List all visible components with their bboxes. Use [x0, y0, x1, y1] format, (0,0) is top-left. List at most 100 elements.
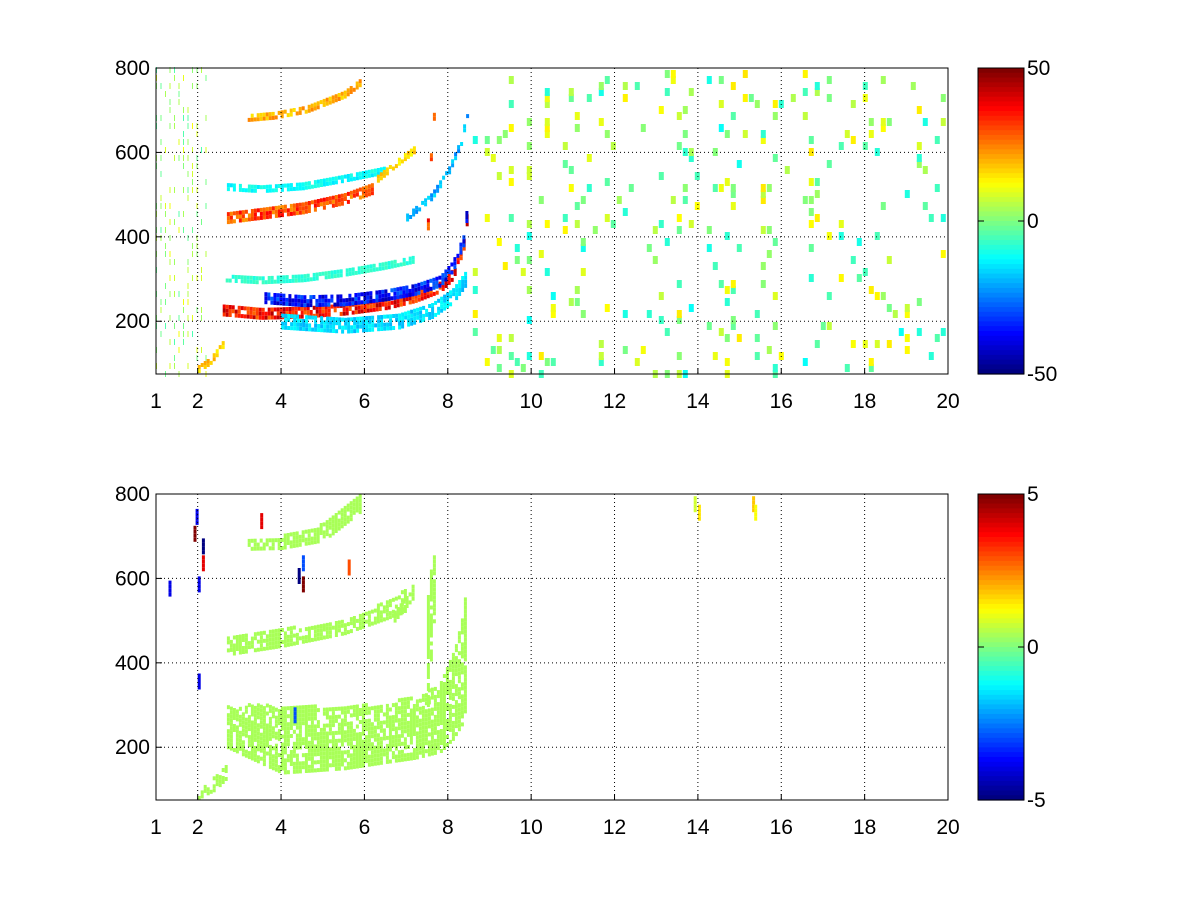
heatmap-cell [200, 794, 204, 799]
heatmap-cell [228, 313, 232, 317]
heatmap-cell [448, 687, 452, 692]
heatmap-cell [301, 717, 305, 722]
heatmap-cell [293, 322, 297, 327]
heatmap-cell [303, 310, 307, 315]
heatmap-cell [209, 360, 213, 365]
heatmap-cell [343, 94, 347, 99]
heatmap-cell [424, 741, 428, 746]
heatmap-cell [201, 555, 205, 560]
heatmap-cell [454, 704, 458, 709]
heatmap-cell [292, 769, 296, 774]
heatmap-cell [169, 99, 171, 105]
heatmap-cell [460, 662, 464, 667]
heatmap-cell [280, 628, 284, 632]
heatmap-cell [389, 314, 393, 319]
heatmap-cell [363, 265, 367, 270]
heatmap-cell [421, 733, 425, 738]
colorbar-swatch [978, 91, 1024, 98]
heatmap-cell [247, 184, 251, 189]
heatmap-cell [349, 617, 353, 622]
heatmap-cell [280, 742, 284, 747]
heatmap-cell [397, 718, 401, 723]
heatmap-cell [426, 703, 430, 707]
heatmap-cell [316, 179, 320, 184]
heatmap-cell [574, 220, 580, 228]
heatmap-cell [273, 279, 277, 284]
heatmap-cell [336, 302, 340, 307]
heatmap-cell [433, 694, 437, 699]
heatmap-cell [325, 634, 329, 639]
heatmap-cell [295, 640, 299, 645]
heatmap-cell [292, 633, 296, 638]
heatmap-cell [226, 212, 230, 217]
heatmap-cell [448, 719, 452, 724]
heatmap-cell [286, 642, 290, 647]
heatmap-cell [160, 171, 162, 177]
heatmap-cell [361, 723, 365, 728]
heatmap-cell [455, 288, 459, 293]
heatmap-cell [357, 270, 361, 275]
heatmap-cell [349, 629, 353, 634]
heatmap-cell [349, 705, 353, 710]
heatmap-cell [463, 641, 467, 646]
heatmap-cell [165, 147, 166, 153]
heatmap-cell [322, 755, 326, 760]
heatmap-cell [430, 747, 434, 752]
colorbar-swatch [978, 699, 1024, 705]
heatmap-cell [259, 748, 263, 753]
heatmap-cell [400, 741, 404, 746]
heatmap-cell [341, 325, 345, 330]
heatmap-cell [514, 358, 520, 366]
heatmap-cell [459, 250, 463, 255]
heatmap-cell [325, 755, 329, 760]
heatmap-cell [247, 719, 251, 724]
heatmap-cell [218, 783, 222, 788]
heatmap-cell [274, 723, 278, 728]
heatmap-cell [343, 521, 347, 526]
heatmap-cell [279, 311, 283, 316]
heatmap-cell [252, 280, 256, 284]
heatmap-cell [238, 734, 242, 739]
heatmap-cell [465, 215, 469, 219]
heatmap-cell [197, 681, 201, 686]
heatmap-cell [346, 709, 350, 714]
heatmap-cell [201, 347, 202, 353]
heatmap-cell [334, 521, 338, 525]
heatmap-cell [364, 170, 368, 175]
heatmap-cell [426, 651, 430, 655]
heatmap-cell [426, 675, 430, 679]
colorbar-swatch [978, 594, 1024, 600]
heatmap-cell [359, 320, 363, 325]
heatmap-cell [241, 650, 245, 654]
heatmap-cell [286, 626, 290, 631]
heatmap-cell [250, 708, 254, 713]
heatmap-cell [253, 184, 257, 189]
colorbar-swatch [978, 101, 1024, 107]
heatmap-cell [286, 742, 290, 747]
heatmap-cell [226, 733, 230, 738]
heatmap-cell [463, 689, 467, 694]
heatmap-cell [250, 752, 254, 757]
heatmap-cell [664, 70, 670, 78]
heatmap-cell [316, 628, 320, 633]
heatmap-cell [444, 277, 448, 282]
colorbar-swatch [978, 522, 1024, 529]
heatmap-cell [280, 183, 284, 188]
heatmap-cell [231, 309, 235, 314]
heatmap-cell [429, 585, 433, 590]
heatmap-cell [444, 269, 448, 274]
heatmap-cell [405, 293, 409, 298]
heatmap-cell [526, 256, 532, 264]
heatmap-cell [814, 82, 820, 90]
colorbar-swatch [978, 756, 1024, 763]
heatmap-cell [203, 361, 207, 365]
heatmap-cell [229, 714, 233, 719]
heatmap-cell [268, 633, 272, 638]
heatmap-cell [349, 517, 353, 522]
heatmap-cell [328, 731, 332, 736]
heatmap-cell [283, 204, 287, 209]
heatmap-cell [403, 153, 407, 158]
heatmap-cell [183, 155, 184, 161]
heatmap-cell [280, 714, 284, 719]
heatmap-cell [344, 321, 348, 326]
